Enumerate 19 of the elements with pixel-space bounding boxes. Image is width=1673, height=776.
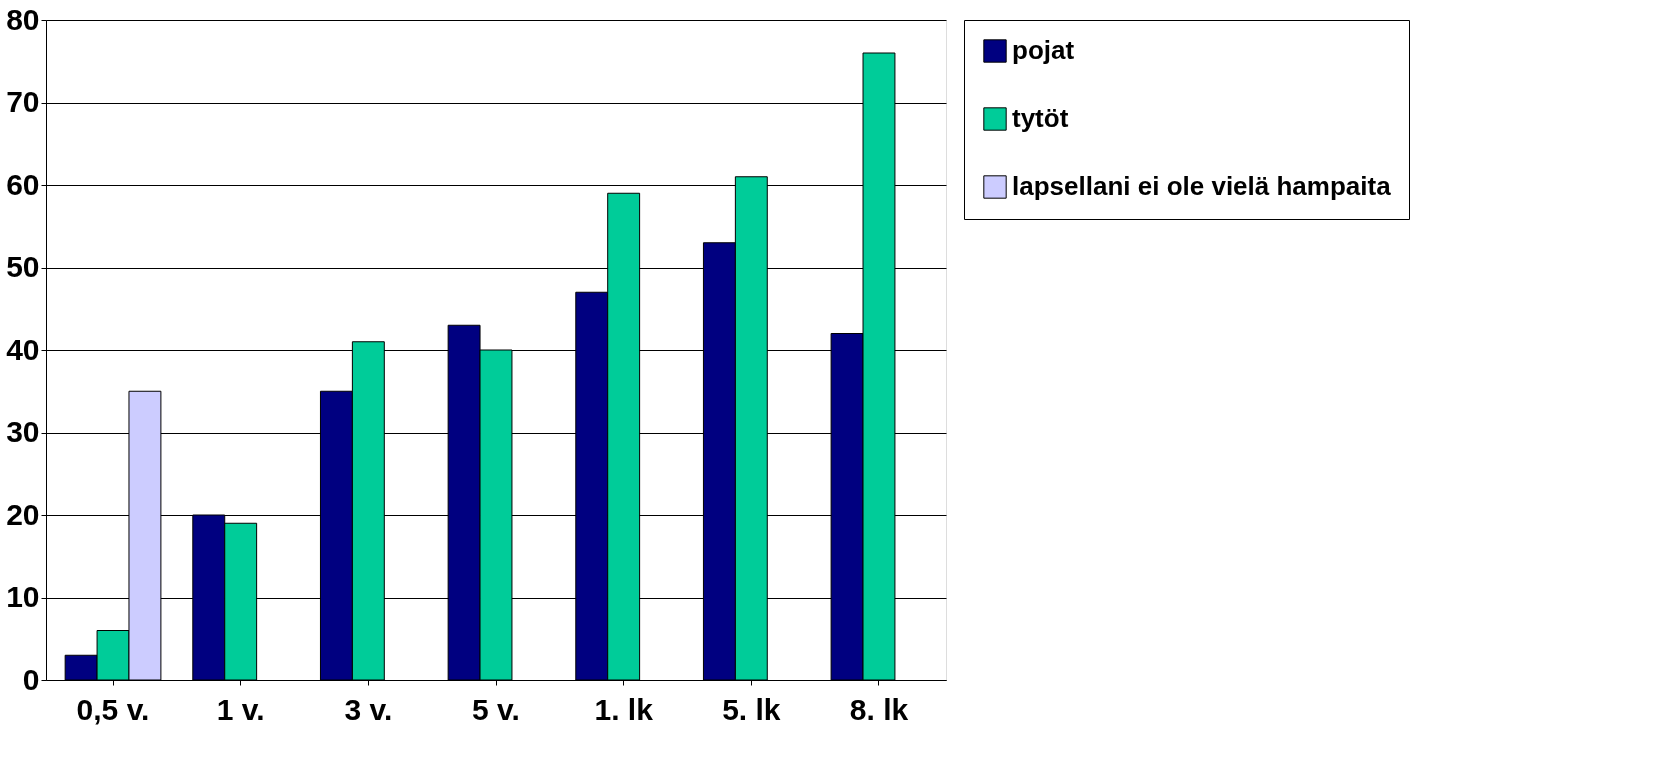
x-tick-label: 1. lk	[594, 692, 654, 726]
y-tick-label: 80	[6, 2, 40, 36]
x-tick-label: 3 v.	[344, 692, 393, 726]
y-tick-label: 40	[6, 332, 40, 366]
legend-label: pojat	[1012, 35, 1075, 65]
y-tick-label: 50	[6, 250, 40, 283]
x-tick-label: 1 v.	[216, 692, 265, 726]
x-tick-label: 5 v.	[472, 692, 520, 726]
legend-label: tytöt	[1012, 103, 1069, 133]
x-tick-label: 0,5 v.	[76, 692, 150, 726]
x-tick-label: 5. lk	[722, 692, 781, 726]
y-tick-label: 20	[6, 497, 40, 531]
y-tick-label: 70	[6, 85, 40, 118]
legend-label: lapsellani ei ole vielä hampaita	[1012, 171, 1392, 201]
y-tick-label: 60	[6, 167, 40, 201]
y-tick-label: 30	[6, 415, 40, 448]
y-tick-label: 0	[22, 662, 40, 696]
y-tick-label: 10	[6, 580, 40, 613]
x-tick-label: 8. lk	[849, 692, 909, 726]
